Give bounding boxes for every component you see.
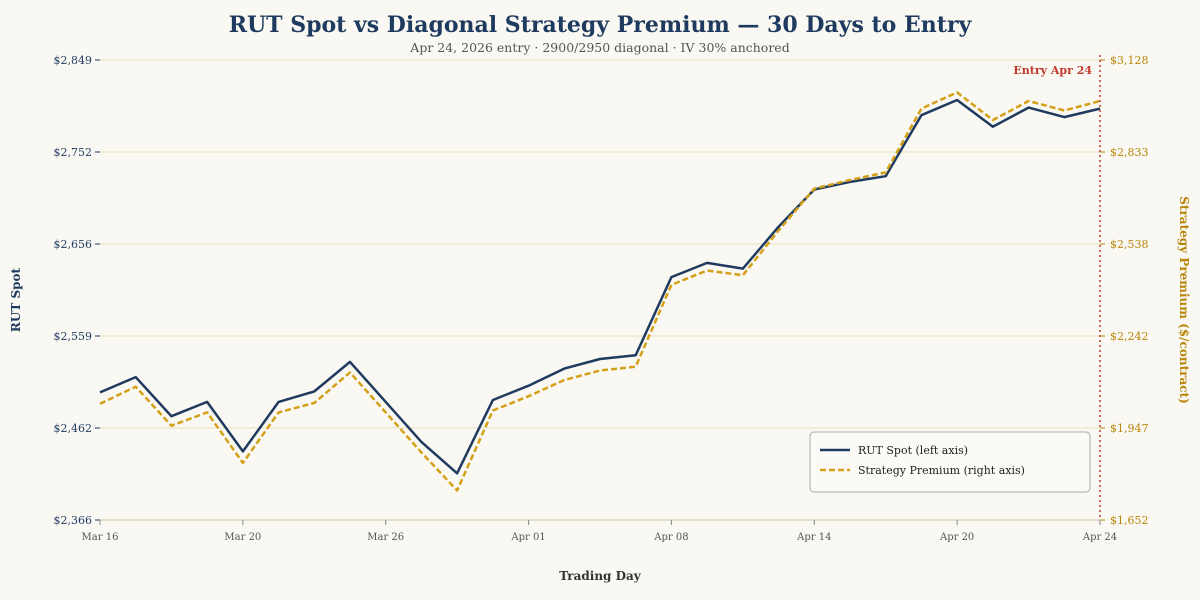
legend: RUT Spot (left axis) Strategy Premium (r… (809, 431, 1091, 493)
chart-title: RUT Spot vs Diagonal Strategy Premium — … (229, 12, 973, 38)
y-axis-right-label: Strategy Premium ($/contract) (1177, 196, 1191, 403)
y-left-tick-label: $2,559 (54, 330, 93, 343)
y-right-tick-label: $2,242 (1110, 330, 1149, 343)
y-axis-left-label: RUT Spot (9, 267, 23, 332)
y-left-tick-label: $2,849 (54, 54, 93, 67)
x-tick-label: Apr 08 (653, 532, 688, 543)
y-left-tick-label: $2,366 (54, 514, 93, 527)
x-tick-label: Apr 14 (796, 532, 831, 543)
legend-box (809, 431, 1091, 493)
y-left-tick-label: $2,656 (54, 238, 93, 251)
x-tick-label: Apr 20 (939, 532, 974, 543)
x-tick-label: Mar 26 (367, 532, 404, 543)
y-right-tick-label: $1,652 (1110, 514, 1149, 527)
x-tick-label: Apr 24 (1082, 532, 1117, 543)
tick-labels: $2,366 $1,652 $2,462 $1,947 $2,559 $2,242 $2,6… (54, 54, 1149, 543)
y-right-tick-label: $2,538 (1110, 238, 1149, 251)
x-tick-label: Mar 16 (82, 532, 119, 543)
series-group (99, 91, 1101, 492)
x-axis-label: Trading Day (559, 569, 642, 583)
legend-label-spot: RUT Spot (left axis) (858, 444, 968, 457)
x-tick-label: Mar 20 (224, 532, 261, 543)
y-left-tick-label: $2,752 (54, 146, 93, 159)
series-line-strategy-premium (99, 91, 1101, 492)
y-right-tick-label: $3,128 (1110, 54, 1149, 67)
x-tick-label: Apr 01 (510, 532, 545, 543)
entry-marker-label: Entry Apr 24 (1013, 64, 1092, 77)
y-right-tick-label: $2,833 (1110, 146, 1149, 159)
entry-annotation: Entry Apr 24 (1013, 55, 1101, 520)
chart-subtitle: Apr 24, 2026 entry · 2900/2950 diagonal … (409, 40, 789, 55)
axes (95, 59, 1105, 525)
series-line-rut-spot (99, 98, 1101, 475)
legend-label-premium: Strategy Premium (right axis) (858, 464, 1025, 477)
y-left-tick-label: $2,462 (54, 422, 93, 435)
y-right-tick-label: $1,947 (1110, 422, 1149, 435)
